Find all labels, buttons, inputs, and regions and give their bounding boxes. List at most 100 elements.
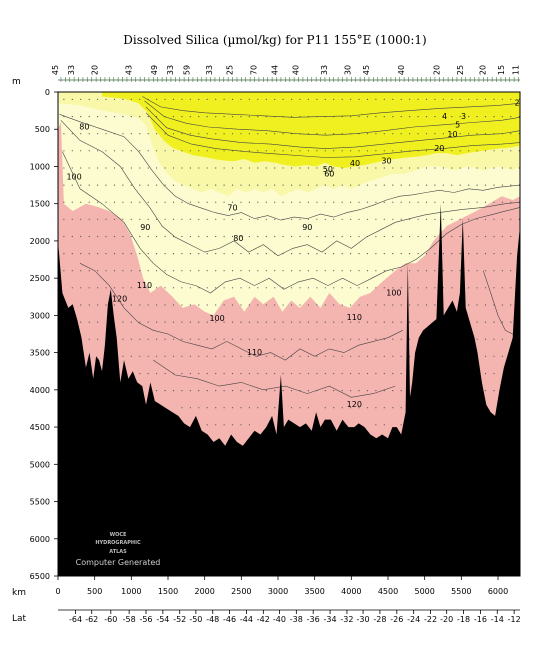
sample-dot (476, 150, 478, 152)
station-label: 33 (166, 65, 175, 75)
sample-dot (147, 150, 149, 152)
sample-dot (425, 167, 428, 169)
lat-tick-label: -62 (85, 615, 98, 624)
sample-dot (215, 167, 217, 169)
sample-dot (307, 184, 309, 186)
lat-tick-label: -18 (457, 615, 470, 624)
sample-dot (71, 116, 73, 118)
sample-dot (71, 98, 73, 100)
sample-dot (316, 201, 318, 203)
sample-dot (375, 355, 377, 357)
sample-dot (189, 304, 191, 306)
sample-dot (358, 304, 360, 306)
sample-dot (358, 407, 360, 409)
sample-dot (189, 407, 191, 409)
sample-dot (113, 270, 116, 272)
sample-dot (172, 390, 175, 392)
sample-dot (333, 150, 335, 152)
sample-dot (156, 287, 158, 289)
sample-dot (147, 167, 149, 169)
sample-dot (350, 167, 352, 169)
sample-dot (139, 355, 141, 357)
sample-dot (63, 116, 65, 118)
sample-dot (392, 235, 394, 238)
sample-dot (299, 270, 301, 272)
sample-dot (434, 270, 436, 272)
sample-dot (231, 116, 234, 118)
sample-dot (248, 270, 250, 272)
sample-dot (189, 355, 191, 357)
sample-dot (215, 287, 217, 289)
sample-dot (80, 184, 82, 186)
contour-line (142, 96, 521, 118)
sample-dot (291, 321, 293, 323)
sample-dot (156, 390, 158, 392)
sample-dot (307, 150, 309, 152)
depth-tick-label: 3000 (30, 311, 50, 320)
sample-dot (400, 167, 402, 169)
sample-dot (240, 338, 242, 340)
sample-dot (417, 270, 419, 272)
sample-dot (307, 253, 309, 255)
depth-tick-label: 1000 (30, 162, 50, 171)
sample-dot (122, 270, 124, 272)
ocean-bottom (58, 203, 520, 576)
sample-dot (164, 253, 166, 255)
sample-dot (501, 321, 503, 323)
sample-dot (71, 133, 73, 135)
sample-dot (282, 372, 284, 375)
sample-dot (147, 304, 149, 306)
sample-dot (189, 253, 191, 255)
sample-dot (358, 372, 360, 375)
sample-dot (291, 116, 293, 118)
sample-dot (206, 201, 208, 203)
sample-dot (172, 184, 175, 186)
sample-dot (383, 253, 385, 255)
sample-dot (484, 98, 487, 100)
sample-dot (130, 116, 132, 118)
sample-dot (451, 133, 453, 135)
sample-dot (316, 133, 318, 135)
sample-dot (510, 287, 512, 289)
sample-dot (206, 98, 208, 100)
sample-dot (434, 201, 436, 203)
sample-dots (63, 98, 520, 426)
sample-dot (383, 98, 385, 100)
sample-dot (248, 424, 250, 426)
sample-dot (257, 98, 259, 100)
sample-dot (156, 201, 158, 203)
sample-dot (299, 116, 301, 118)
sample-dot (257, 201, 259, 203)
sample-dot (425, 253, 428, 255)
sample-dot (400, 98, 402, 100)
sample-dot (181, 270, 183, 272)
sample-dot (97, 304, 99, 306)
lat-tick-label: -46 (223, 615, 236, 624)
sample-dot (392, 304, 394, 306)
station-label: 20 (432, 65, 441, 75)
sample-dot (324, 287, 326, 289)
contour-label: 100 (209, 314, 224, 323)
sample-dot (105, 304, 107, 306)
sample-dot (147, 133, 149, 135)
sample-dot (206, 167, 208, 169)
depth-tick-label: 6000 (30, 535, 50, 544)
contour-label: 90 (302, 223, 312, 232)
sample-dot (417, 253, 419, 255)
sample-dot (493, 133, 495, 135)
sample-dot (71, 218, 73, 220)
sample-dot (400, 407, 402, 409)
sample-dot (375, 424, 377, 426)
sample-dot (324, 390, 326, 392)
sample-dot (231, 253, 234, 255)
contour-label: 110 (247, 348, 262, 357)
sample-dot (324, 218, 326, 220)
sample-dot (501, 150, 503, 152)
contour-line (483, 270, 521, 338)
sample-dot (333, 270, 335, 272)
sample-dot (341, 372, 343, 375)
sample-dot (113, 98, 116, 100)
sample-dot (164, 218, 166, 220)
sample-dot (139, 133, 141, 135)
